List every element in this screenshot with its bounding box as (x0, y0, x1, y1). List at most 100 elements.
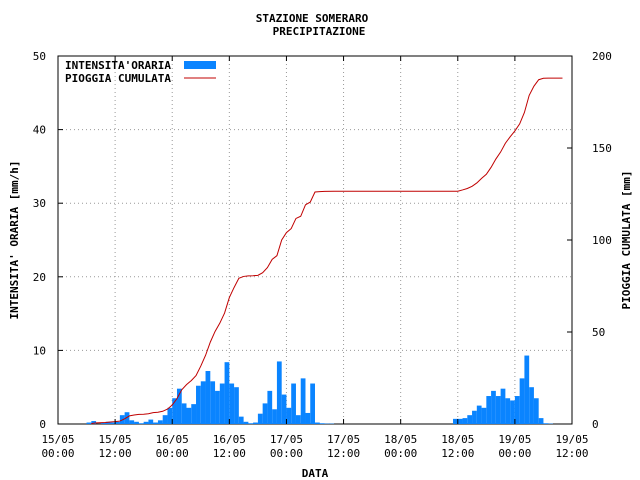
intensity-bar (186, 407, 192, 424)
y-right-tick-label: 0 (592, 418, 599, 431)
intensity-bar (500, 388, 506, 424)
chart-title-line2: PRECIPITAZIONE (273, 25, 366, 38)
y-right-tick-label: 50 (592, 326, 605, 339)
intensity-bar (229, 383, 235, 424)
intensity-bar (300, 378, 306, 424)
intensity-bar (524, 355, 530, 424)
intensity-bar (310, 383, 315, 424)
y-left-tick-label: 20 (33, 271, 46, 284)
intensity-bar (138, 423, 144, 424)
x-tick-label-date: 16/05 (156, 433, 189, 446)
intensity-bar (529, 387, 534, 424)
intensity-bar (462, 418, 468, 424)
intensity-bar (267, 390, 273, 424)
intensity-bars (86, 355, 553, 424)
cumulative-line (91, 77, 563, 425)
intensity-bar (181, 403, 187, 424)
x-tick-label-date: 17/05 (327, 433, 360, 446)
intensity-bar (257, 413, 263, 424)
intensity-bar (167, 407, 173, 424)
intensity-bar (105, 421, 111, 424)
intensity-bar (205, 371, 211, 424)
x-tick-label-date: 15/05 (99, 433, 132, 446)
y-right-tick-label: 200 (592, 50, 612, 63)
x-tick-label-date: 17/05 (270, 433, 303, 446)
intensity-bar (115, 421, 120, 424)
x-axis-title: DATA (302, 467, 329, 480)
x-tick-label-time: 00:00 (41, 447, 74, 460)
intensity-bar (124, 412, 130, 424)
intensity-bar (143, 421, 149, 424)
y-right-tick-label: 150 (592, 142, 612, 155)
intensity-bar (495, 396, 501, 424)
intensity-bar (467, 415, 473, 424)
intensity-bar (538, 418, 544, 424)
intensity-bar (234, 387, 239, 424)
intensity-bar (457, 418, 463, 424)
intensity-bar (505, 398, 511, 424)
intensity-bar (262, 403, 268, 424)
chart-title-line1: STAZIONE SOMERARO (256, 12, 369, 25)
intensity-bar (281, 394, 287, 424)
plot-frame-group (57, 55, 573, 425)
intensity-bar (472, 410, 477, 424)
x-tick-label-date: 15/05 (41, 433, 74, 446)
x-tick-label-date: 18/05 (384, 433, 417, 446)
intensity-bar (129, 420, 135, 424)
x-tick-label-time: 00:00 (384, 447, 417, 460)
intensity-bar (543, 423, 549, 424)
intensity-bar (153, 422, 158, 424)
intensity-bar (491, 390, 496, 424)
x-tick-label-time: 12:00 (213, 447, 246, 460)
y-left-tick-label: 30 (33, 197, 46, 210)
y-left-tick-label: 0 (39, 418, 46, 431)
intensity-bar (148, 419, 154, 424)
x-tick-label-time: 12:00 (555, 447, 588, 460)
legend: INTENSITA'ORARIA PIOGGIA CUMULATA (65, 59, 216, 85)
intensity-bar (157, 420, 163, 424)
intensity-bar (272, 409, 277, 424)
x-tick-label-time: 00:00 (156, 447, 189, 460)
intensity-bar (291, 383, 296, 424)
intensity-bar (110, 422, 116, 424)
y-axis-left-title: INTENSITA' ORARIA [mm/h] (8, 161, 21, 320)
intensity-bar (476, 405, 482, 424)
intensity-bar (200, 381, 206, 424)
y-axis-right-title: PIOGGIA CUMULATA [mm] (620, 170, 633, 309)
intensity-bar (305, 412, 311, 424)
legend-label-cumulative: PIOGGIA CUMULATA (65, 72, 171, 85)
cumulative-series-line (91, 77, 563, 425)
x-tick-label-date: 19/05 (555, 433, 588, 446)
intensity-bar (276, 361, 282, 424)
intensity-bar (191, 404, 197, 424)
intensity-bar (176, 388, 182, 424)
intensity-bar (481, 407, 487, 424)
y-left-tick-label: 10 (33, 344, 46, 357)
y-left-tick-label: 50 (33, 50, 46, 63)
grid-lines (58, 56, 572, 424)
intensity-bar (315, 422, 320, 424)
intensity-bar (319, 423, 325, 424)
intensity-bar (134, 421, 139, 424)
intensity-bar (86, 422, 92, 424)
intensity-bar (172, 398, 177, 424)
x-tick-label-date: 16/05 (213, 433, 246, 446)
x-tick-label-time: 12:00 (441, 447, 474, 460)
x-tick-label-date: 19/05 (498, 433, 531, 446)
intensity-bar (224, 362, 230, 424)
intensity-bar (238, 416, 244, 424)
x-tick-label-time: 12:00 (99, 447, 132, 460)
intensity-bar (215, 390, 220, 424)
x-tick-label-time: 00:00 (498, 447, 531, 460)
legend-swatch-intensity (184, 61, 216, 69)
x-tick-label-time: 00:00 (270, 447, 303, 460)
intensity-bar (91, 421, 97, 424)
intensity-bar (519, 378, 525, 424)
intensity-bar (514, 396, 520, 424)
intensity-bar (210, 381, 216, 424)
intensity-bar (162, 415, 168, 424)
intensity-bar (533, 398, 539, 424)
intensity-bar (295, 415, 301, 424)
intensity-bar (253, 422, 258, 424)
y-right-tick-label: 100 (592, 234, 612, 247)
